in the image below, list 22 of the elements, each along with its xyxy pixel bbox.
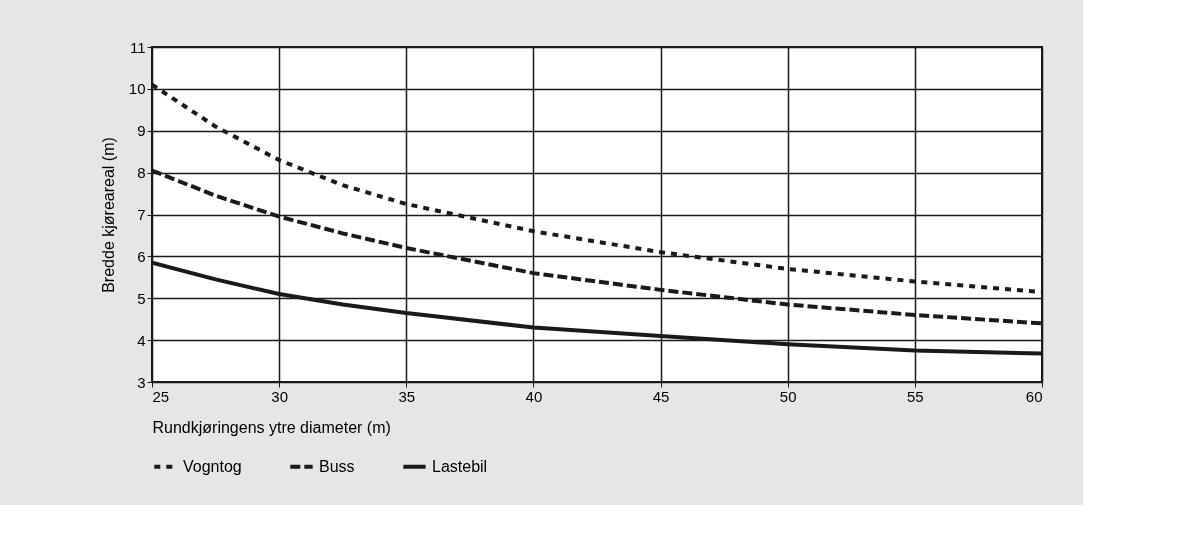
x-tick-label: 60 [1025,387,1043,405]
y-tick-label: 5 [137,289,146,307]
x-tick-label: 35 [398,387,416,405]
y-tick-label: 9 [137,122,146,140]
x-tick-label: 55 [907,387,924,405]
y-tick-label: 7 [137,206,146,223]
legend-label: Vogntog [183,457,242,475]
y-tick-label: 8 [137,164,146,182]
x-tick-label: 50 [779,387,797,405]
legend-label: Lastebil [432,457,488,475]
y-tick-label: 10 [128,80,146,98]
x-tick-label: 45 [652,387,670,405]
y-tick-label: 3 [137,373,146,391]
y-tick-label: 11 [129,38,146,56]
y-tick-label: 4 [137,331,146,349]
x-axis-title: Rundkjøringens ytre diameter (m) [152,418,391,436]
x-tick-label: 30 [271,387,288,405]
legend-label: Buss [319,457,355,475]
y-axis-title: Bredde kjøreareal (m) [99,137,117,293]
x-tick-label: 40 [525,387,543,405]
x-tick-label: 25 [152,387,170,405]
y-tick-label: 6 [137,247,146,265]
